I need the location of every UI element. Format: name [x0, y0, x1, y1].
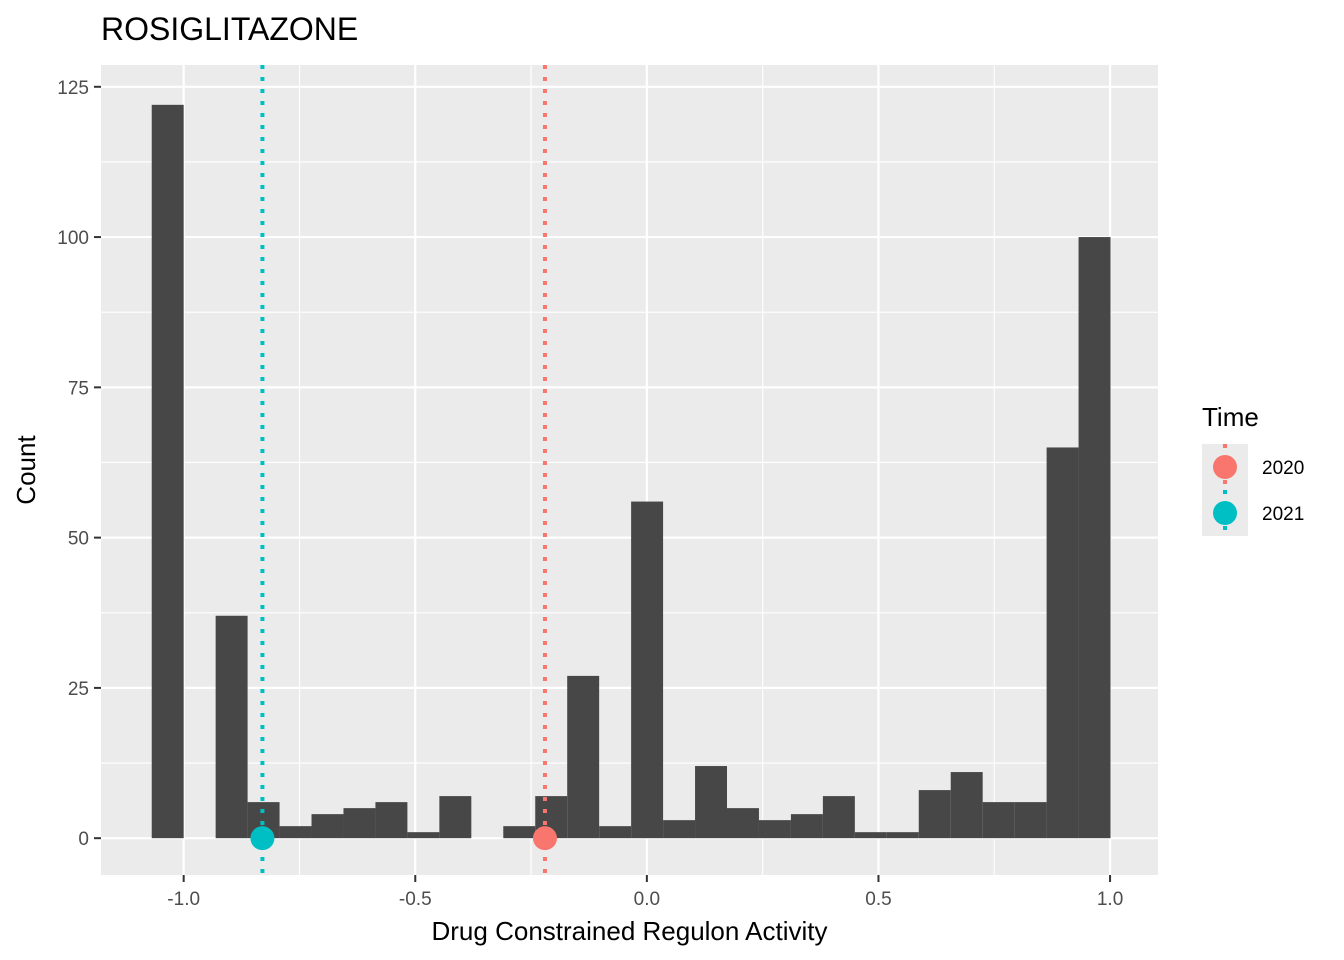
histogram-bar	[407, 832, 440, 839]
histogram-bar	[503, 826, 536, 839]
x-axis: -1.0 -0.5 0.0 0.5 1.0	[167, 875, 1123, 910]
y-axis: 0 25 50 75 100 125	[57, 78, 101, 850]
x-axis-label: Drug Constrained Regulon Activity	[432, 916, 828, 946]
legend-label: 2020	[1262, 458, 1304, 479]
minor-gridlines	[101, 65, 1158, 875]
histogram-bar	[599, 826, 632, 839]
histogram-bar	[822, 796, 855, 839]
reference-lines	[260, 65, 547, 875]
histogram-bar	[1014, 802, 1047, 839]
y-tick-label: 125	[57, 78, 89, 99]
histogram-bar	[375, 802, 408, 839]
x-tick-label: 1.0	[1097, 889, 1123, 910]
y-tick-label: 100	[57, 228, 89, 249]
x-tick-label: -0.5	[399, 889, 432, 910]
histogram-bar	[1078, 237, 1111, 839]
legend: Time 2020 2021	[1202, 402, 1304, 536]
x-tick-label: 0.5	[865, 889, 891, 910]
histogram-bar	[982, 802, 1015, 839]
histogram-bar	[631, 501, 664, 839]
histogram-bar	[215, 615, 248, 839]
y-tick-label: 0	[78, 829, 89, 850]
histogram-bar	[1046, 447, 1079, 839]
histogram-bar	[151, 104, 184, 839]
legend-key-point	[1213, 455, 1237, 479]
histogram-bar	[439, 796, 472, 839]
reference-point-2020	[532, 826, 557, 851]
histogram-bar	[663, 820, 696, 839]
x-tick-label: -1.0	[167, 889, 200, 910]
histogram-bar	[311, 814, 344, 839]
histogram-bar	[918, 790, 951, 839]
histogram-bar	[758, 820, 791, 839]
histogram-bar	[854, 832, 887, 839]
y-tick-label: 75	[68, 378, 89, 399]
legend-label: 2021	[1262, 504, 1304, 525]
histogram-bar	[727, 808, 759, 839]
histogram-bar	[567, 675, 600, 839]
chart-title: ROSIGLITAZONE	[101, 11, 358, 47]
y-tick-label: 25	[68, 679, 89, 700]
histogram-bar	[695, 766, 728, 839]
histogram-bar	[279, 826, 312, 839]
reference-points	[250, 826, 557, 851]
y-tick-label: 50	[68, 529, 89, 550]
histogram-bar	[886, 832, 919, 839]
legend-title: Time	[1202, 402, 1259, 432]
plot-panel	[101, 65, 1158, 875]
x-tick-label: 0.0	[634, 889, 660, 910]
reference-point-2021	[250, 826, 275, 851]
histogram-bars	[151, 104, 1111, 839]
histogram-bar	[950, 772, 983, 839]
legend-key-point	[1213, 501, 1237, 525]
histogram-bar	[343, 808, 376, 839]
histogram-bar	[790, 814, 823, 839]
y-axis-label: Count	[11, 435, 41, 505]
